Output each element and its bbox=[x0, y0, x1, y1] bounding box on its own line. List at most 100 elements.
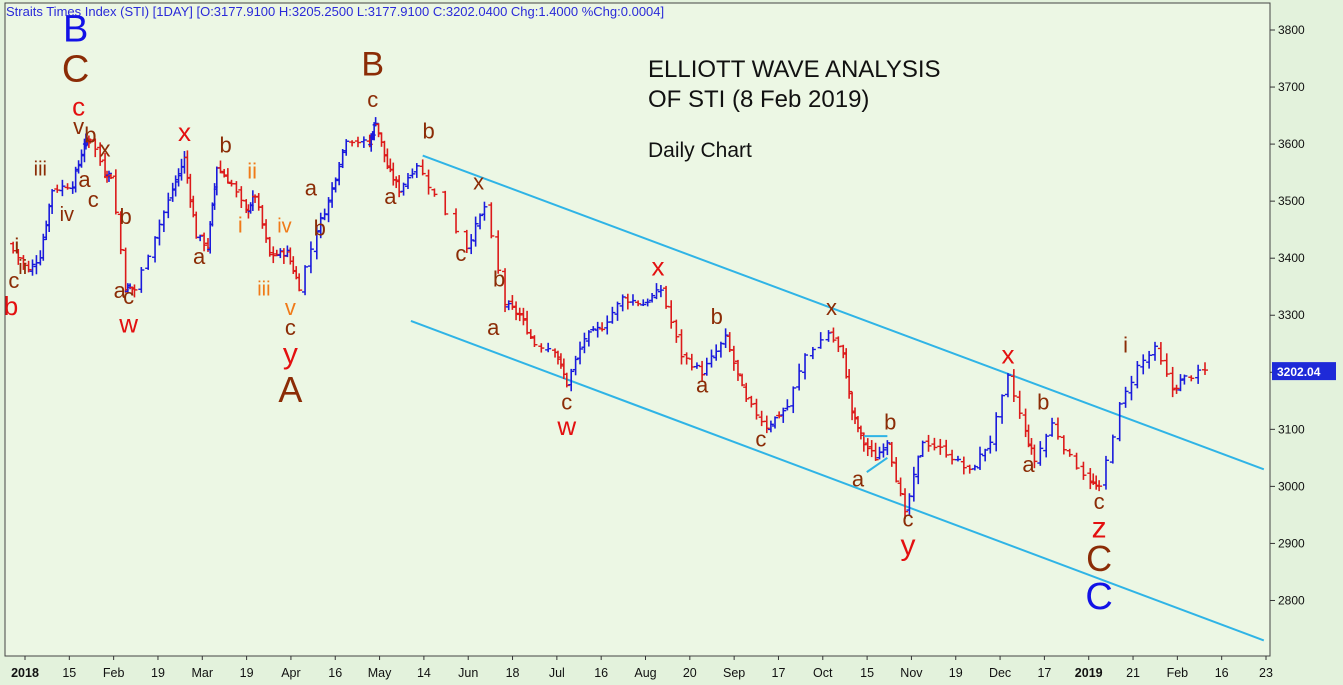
x-tick-label: 20 bbox=[683, 666, 697, 680]
wave-label: B bbox=[63, 8, 88, 50]
triangle-pattern bbox=[863, 435, 888, 473]
wave-label: b bbox=[314, 215, 326, 240]
wave-label: a bbox=[487, 315, 500, 340]
x-tick-label: Dec bbox=[989, 666, 1011, 680]
wave-label: x bbox=[826, 295, 837, 320]
y-tick-label: 3300 bbox=[1278, 308, 1305, 322]
wave-label: a bbox=[1022, 452, 1035, 477]
wave-label: c bbox=[88, 187, 99, 212]
y-tick-label: 3100 bbox=[1278, 422, 1305, 436]
wave-label: x bbox=[651, 251, 664, 281]
wave-label: v bbox=[73, 114, 84, 139]
wave-label: c bbox=[561, 389, 572, 414]
chart-title-line-2: OF STI (8 Feb 2019) bbox=[648, 86, 869, 113]
wave-label: c bbox=[72, 92, 85, 122]
wave-label: x bbox=[178, 117, 191, 147]
y-tick-label: 3800 bbox=[1278, 23, 1305, 37]
wave-label: b bbox=[220, 133, 232, 158]
x-tick-label: Jul bbox=[549, 666, 565, 680]
x-tick-label: 16 bbox=[328, 666, 342, 680]
wave-label: a bbox=[852, 466, 865, 491]
wave-label: x bbox=[473, 170, 484, 195]
wave-label: b bbox=[711, 304, 723, 329]
x-tick-label: 17 bbox=[772, 666, 786, 680]
wave-label: c bbox=[1094, 489, 1105, 514]
x-tick-label: 2018 bbox=[11, 666, 39, 680]
x-tick-label: 15 bbox=[860, 666, 874, 680]
wave-label: a bbox=[78, 167, 91, 192]
wave-label: i bbox=[14, 234, 19, 259]
x-tick-label: 17 bbox=[1037, 666, 1051, 680]
x-tick-label: Oct bbox=[813, 666, 833, 680]
plot-area bbox=[5, 3, 1270, 656]
wave-label: y bbox=[283, 338, 298, 371]
wave-label: c bbox=[455, 241, 466, 266]
wave-label: B bbox=[361, 46, 384, 84]
x-tick-label: 15 bbox=[62, 666, 76, 680]
wave-label: ii bbox=[18, 257, 27, 279]
x-tick-label: 19 bbox=[151, 666, 165, 680]
x-tick-label: Aug bbox=[634, 666, 656, 680]
trend-channel bbox=[410, 154, 1265, 642]
x-tick-label: Nov bbox=[900, 666, 923, 680]
y-tick-label: 3600 bbox=[1278, 137, 1305, 151]
last-price-label: 3202.04 bbox=[1277, 365, 1321, 379]
x-tick-label: 18 bbox=[506, 666, 520, 680]
wave-label: iv bbox=[60, 204, 74, 226]
wave-label: ii bbox=[247, 158, 257, 183]
x-tick-label: Feb bbox=[103, 666, 125, 680]
wave-label: a bbox=[696, 372, 709, 397]
wave-label: i bbox=[1123, 332, 1128, 357]
y-axis: 2800290030003100320033003400350036003700… bbox=[1270, 23, 1305, 607]
last-price-tag-bg bbox=[1272, 362, 1336, 381]
chart-header: Straits Times Index (STI) [1DAY] [O:3177… bbox=[6, 4, 664, 19]
wave-label: x bbox=[1001, 340, 1014, 370]
wave-label: c bbox=[123, 284, 134, 309]
wave-label: C bbox=[1085, 576, 1112, 618]
y-tick-label: 2900 bbox=[1278, 536, 1305, 550]
x-tick-label: 19 bbox=[240, 666, 254, 680]
wave-label: iii bbox=[34, 158, 47, 180]
wave-label: c bbox=[285, 315, 296, 340]
wave-label: b bbox=[84, 122, 96, 147]
chart-title-line-1: ELLIOTT WAVE ANALYSIS bbox=[648, 56, 941, 83]
triangle-line bbox=[866, 457, 888, 473]
wave-label: x bbox=[100, 137, 111, 162]
x-tick-label: Apr bbox=[281, 666, 300, 680]
wave-label: y bbox=[900, 529, 915, 562]
wave-label: iv bbox=[277, 216, 291, 238]
x-tick-label: Sep bbox=[723, 666, 745, 680]
x-tick-label: Feb bbox=[1167, 666, 1189, 680]
wave-label: b bbox=[120, 204, 132, 229]
wave-label: v bbox=[285, 295, 296, 320]
x-tick-label: May bbox=[368, 666, 392, 680]
wave-label: w bbox=[556, 411, 576, 441]
y-tick-label: 3700 bbox=[1278, 80, 1305, 94]
x-tick-label: 21 bbox=[1126, 666, 1140, 680]
wave-label: z bbox=[1092, 512, 1107, 545]
wave-label: a bbox=[305, 175, 318, 200]
wave-label: w bbox=[118, 308, 138, 338]
channel-line bbox=[410, 320, 1265, 642]
last-price-tag: 3202.04 bbox=[1272, 362, 1336, 381]
x-tick-label: 23 bbox=[1259, 666, 1273, 680]
wave-label: A bbox=[278, 369, 302, 410]
x-tick-label: 2019 bbox=[1075, 666, 1103, 680]
x-tick-label: 19 bbox=[949, 666, 963, 680]
wave-label: c bbox=[755, 426, 766, 451]
x-tick-label: 14 bbox=[417, 666, 431, 680]
wave-label: b bbox=[493, 267, 505, 292]
wave-label: b bbox=[884, 409, 896, 434]
chart-subtitle: Daily Chart bbox=[648, 139, 752, 162]
wave-label: b bbox=[1037, 389, 1049, 414]
wave-label: i bbox=[238, 213, 243, 238]
wave-label: c bbox=[8, 268, 19, 293]
y-tick-label: 2800 bbox=[1278, 593, 1305, 607]
wave-label: a bbox=[193, 244, 206, 269]
wave-label: c bbox=[367, 87, 378, 112]
wave-label: a bbox=[384, 184, 397, 209]
y-tick-label: 3000 bbox=[1278, 479, 1305, 493]
x-axis: 2018 15 Feb 19 Mar 19 Apr 16 May 14 Jun 18 Jul 16 Aug 2… bbox=[11, 656, 1273, 680]
